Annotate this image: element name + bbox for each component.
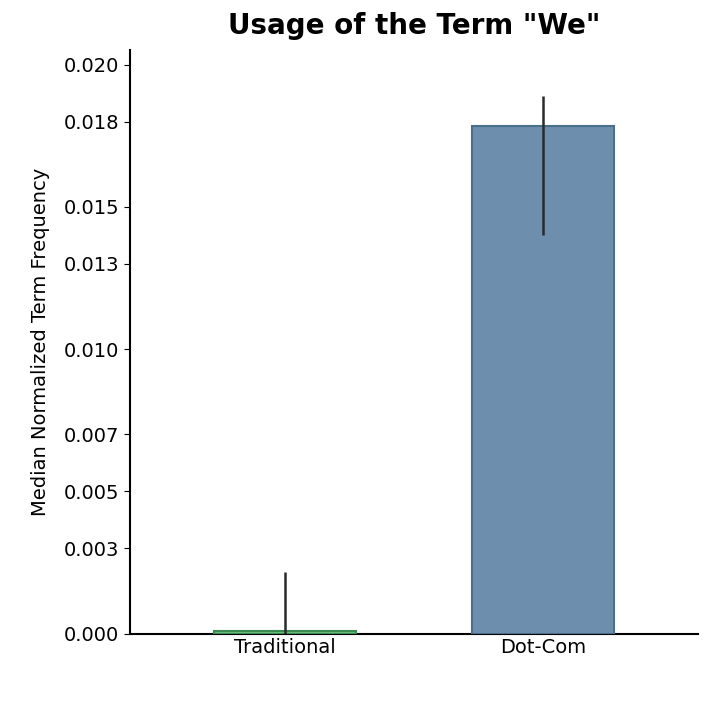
Y-axis label: Median Normalized Term Frequency: Median Normalized Term Frequency bbox=[31, 168, 50, 516]
Title: Usage of the Term "We": Usage of the Term "We" bbox=[228, 12, 600, 40]
Bar bbox=[214, 631, 356, 634]
Bar bbox=[472, 126, 614, 634]
